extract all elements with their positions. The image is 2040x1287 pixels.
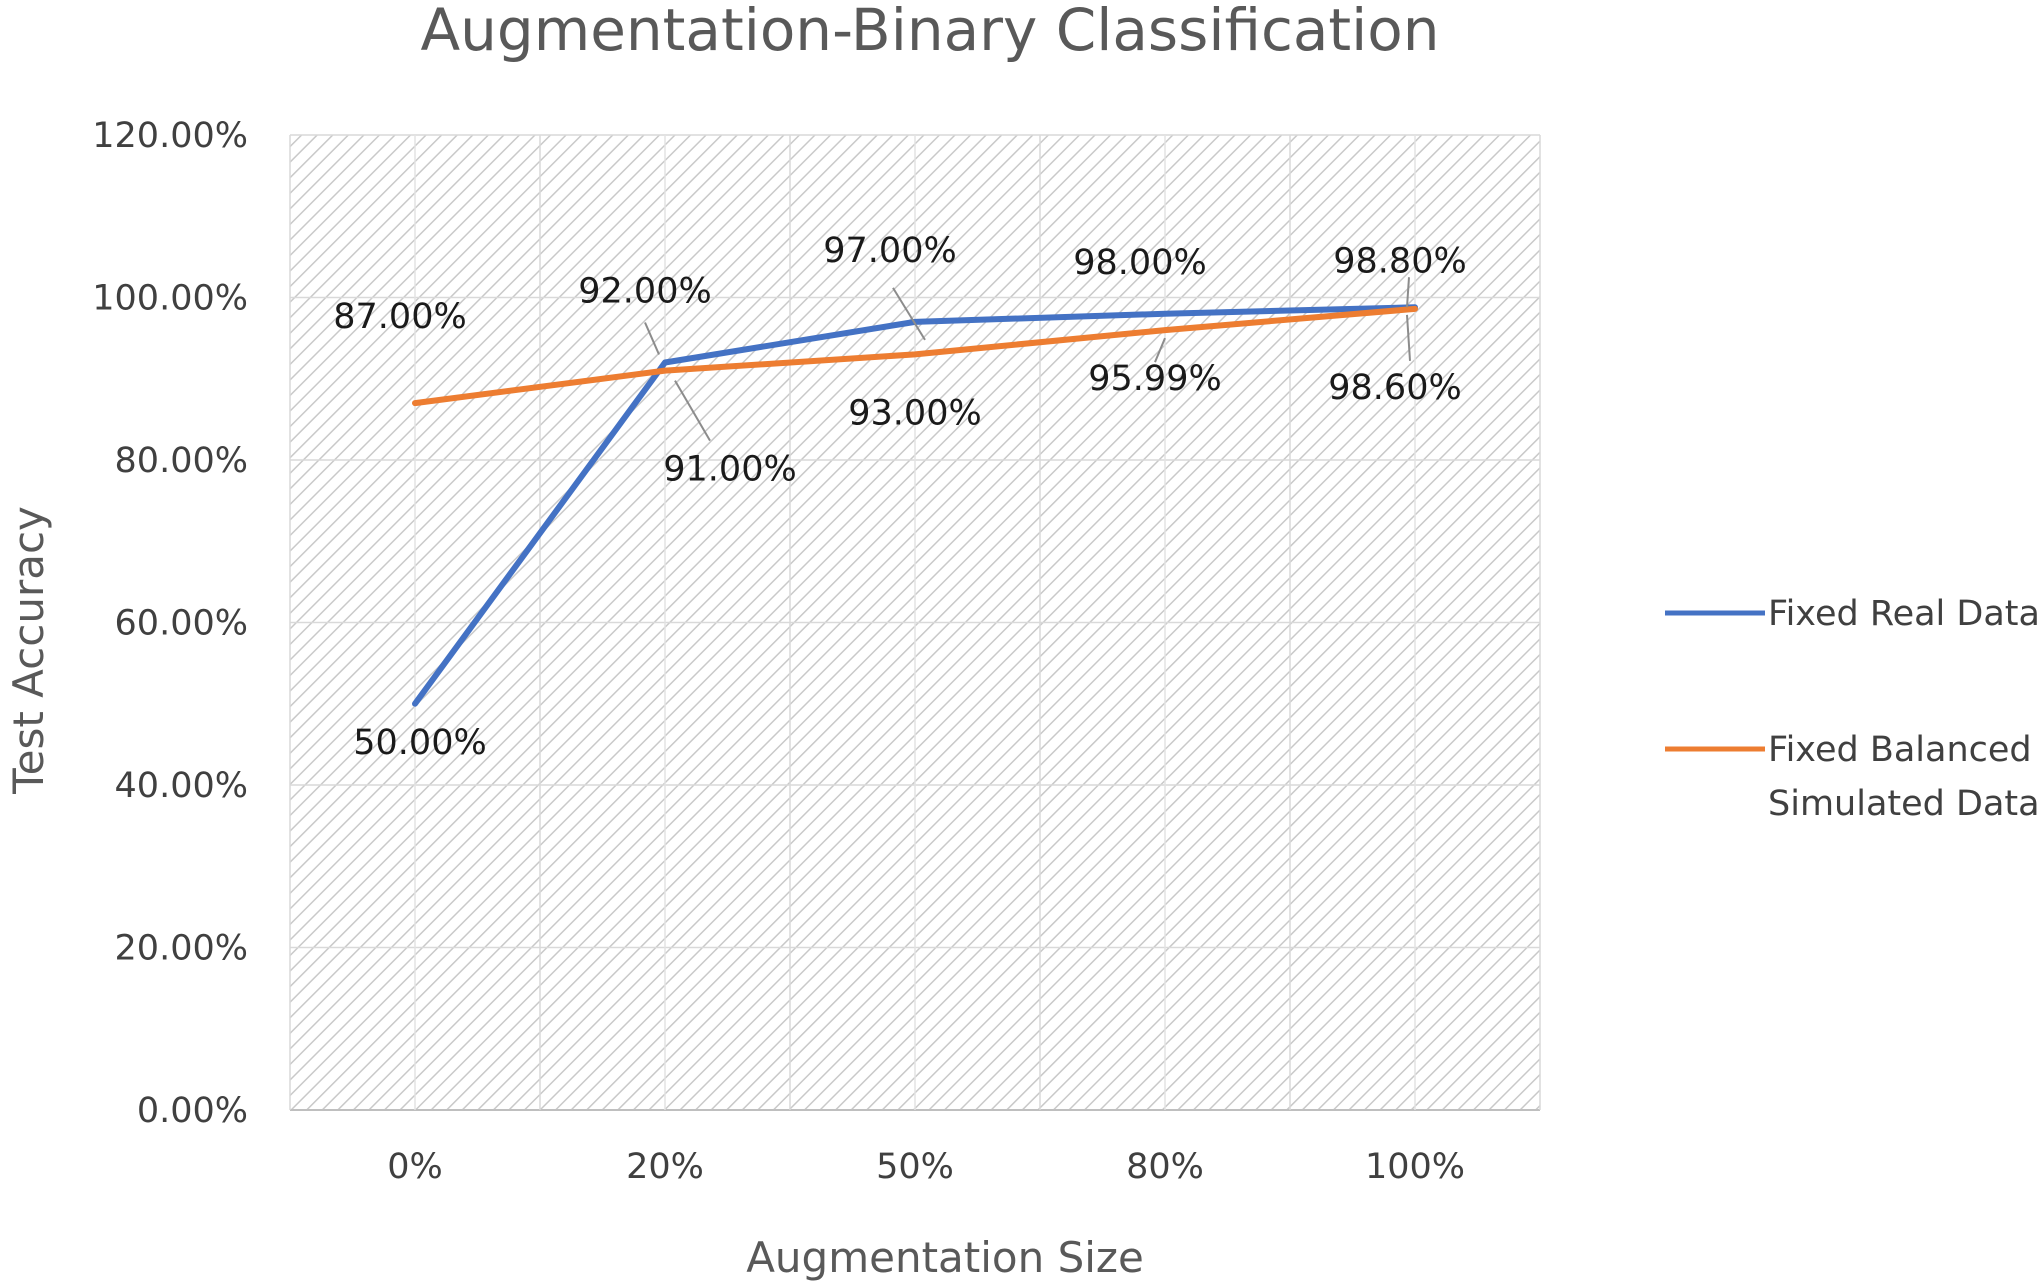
leader-line [644, 322, 660, 355]
data-labels: 50.00% 92.00% 97.00% 98.00% 98.80% 87.00% 91.0… [333, 231, 1466, 763]
legend-label-fixed-real-data: Fixed Real Data [1768, 594, 2040, 634]
y-tick-label: 80.00% [115, 441, 248, 481]
leader-line [1406, 314, 1411, 361]
y-tick-label: 120.00% [92, 116, 248, 156]
y-tick-label: 0.00% [137, 1091, 248, 1131]
x-tick-label: 50% [876, 1147, 954, 1187]
y-tick-label: 100.00% [92, 279, 248, 319]
x-tick-label: 20% [626, 1147, 704, 1187]
data-label-fixed-balanced-simulated-data: 95.99% [1088, 359, 1221, 399]
y-axis-ticks: 0.00% 20.00% 40.00% 60.00% 80.00% 100.00% 120.… [92, 116, 248, 1131]
y-tick-label: 60.00% [115, 604, 248, 644]
data-label-fixed-real-data: 50.00% [353, 723, 486, 763]
data-label-fixed-real-data: 92.00% [578, 272, 711, 312]
data-label-fixed-balanced-simulated-data: 98.60% [1328, 368, 1461, 408]
legend-label-line-1: Fixed Balanced [1768, 730, 2032, 770]
legend: Fixed Real Data Fixed Balanced Simulated… [1665, 594, 2040, 824]
leader-line [1406, 277, 1410, 308]
legend-label-fixed-balanced-simulated-data: Fixed Balanced Simulated Data [1768, 730, 2040, 824]
leader-line [892, 287, 926, 341]
y-tick-label: 20.00% [115, 929, 248, 969]
chart-title: Augmentation-Binary Classification [420, 0, 1439, 64]
data-label-fixed-balanced-simulated-data: 93.00% [848, 393, 981, 433]
y-axis-title: Test Accuracy [4, 506, 53, 795]
leader-line [1154, 337, 1166, 363]
x-tick-label: 0% [387, 1147, 443, 1187]
data-label-fixed-balanced-simulated-data: 91.00% [663, 450, 796, 490]
x-axis-ticks: 0% 20% 50% 80% 100% [387, 1147, 1465, 1187]
x-axis-title: Augmentation Size [746, 1233, 1144, 1282]
leader-line [674, 380, 711, 442]
x-tick-label: 100% [1365, 1147, 1465, 1187]
data-label-fixed-balanced-simulated-data: 87.00% [333, 297, 466, 337]
leader-lines [644, 277, 1411, 442]
data-label-fixed-real-data: 98.00% [1073, 243, 1206, 283]
gridlines [289, 134, 1541, 1111]
y-tick-label: 40.00% [115, 766, 248, 806]
series-line-fixed-balanced-simulated-data [412, 305, 1418, 407]
x-tick-label: 80% [1126, 1147, 1204, 1187]
data-label-fixed-real-data: 97.00% [823, 231, 956, 271]
legend-label-line-2: Simulated Data [1768, 784, 2040, 824]
data-label-fixed-real-data: 98.80% [1333, 241, 1466, 281]
